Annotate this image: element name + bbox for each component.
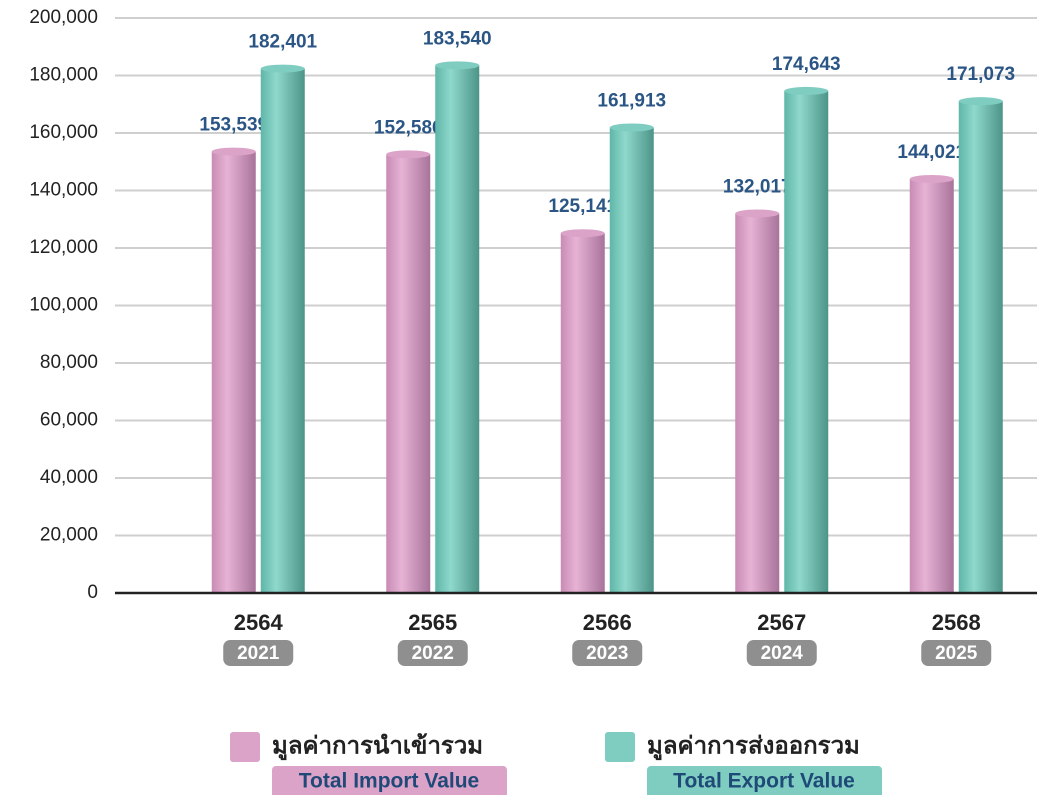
- value-label: 182,401: [248, 32, 317, 53]
- x-sublabel-box: [572, 640, 643, 666]
- y-tick-label: 200,000: [29, 7, 98, 28]
- bar: [735, 213, 780, 594]
- y-tick-label: 60,000: [40, 410, 98, 431]
- legend-swatch: [230, 732, 260, 762]
- value-label: 125,141: [548, 196, 617, 217]
- y-tick-label: 140,000: [29, 180, 98, 201]
- x-sublabel: 2022: [412, 643, 454, 664]
- x-sublabel-box: [921, 640, 992, 666]
- y-tick-label: 20,000: [40, 525, 98, 546]
- bar-cap: [958, 97, 1003, 106]
- value-label: 144,021: [897, 142, 966, 163]
- legend-sublabel-box: [647, 766, 882, 795]
- value-label: 152,586: [374, 117, 443, 138]
- bar-cap: [784, 86, 829, 95]
- x-tick-label: 2565: [408, 610, 457, 635]
- bar: [560, 233, 605, 594]
- legend-label: มูลค่าการส่งออกรวม: [647, 732, 860, 760]
- y-tick-label: 120,000: [29, 237, 98, 258]
- bar: [909, 178, 954, 593]
- bar: [609, 127, 654, 593]
- value-label: 183,540: [423, 28, 492, 49]
- y-tick-label: 100,000: [29, 295, 98, 316]
- legend-sublabel-box: [272, 766, 507, 795]
- bar: [260, 68, 305, 594]
- y-tick-label: 180,000: [29, 65, 98, 86]
- x-sublabel-box: [746, 640, 817, 666]
- bar-cap: [386, 150, 431, 159]
- bar-cap: [435, 61, 480, 70]
- x-sublabel: 2024: [761, 643, 804, 664]
- bar: [211, 151, 256, 593]
- bar-cap: [735, 209, 780, 218]
- x-sublabel-box: [223, 640, 294, 666]
- bar: [958, 101, 1003, 593]
- x-sublabel: 2023: [586, 643, 628, 664]
- y-tick-label: 0: [87, 582, 98, 603]
- x-tick-label: 2568: [932, 610, 981, 635]
- y-tick-label: 160,000: [29, 122, 98, 143]
- bar: [386, 154, 431, 593]
- x-tick-label: 2564: [234, 610, 284, 635]
- x-tick-label: 2567: [757, 610, 806, 635]
- y-tick-label: 40,000: [40, 467, 98, 488]
- y-tick-label: 80,000: [40, 352, 98, 373]
- x-sublabel: 2025: [935, 643, 978, 664]
- legend-swatch: [605, 732, 635, 762]
- bar-cap: [560, 229, 605, 238]
- bar-cap: [609, 123, 654, 132]
- value-label: 161,913: [597, 91, 666, 112]
- bar: [784, 90, 829, 594]
- bar-cap: [909, 174, 954, 183]
- value-label: 174,643: [772, 54, 841, 75]
- legend-label: มูลค่าการนำเข้ารวม: [272, 732, 483, 760]
- value-label: 132,017: [723, 176, 792, 197]
- bar-cap: [260, 64, 305, 73]
- x-sublabel: 2021: [237, 643, 280, 664]
- bar: [435, 65, 480, 593]
- legend-sublabel: Total Export Value: [673, 770, 855, 793]
- legend-sublabel: Total Import Value: [299, 770, 479, 793]
- x-tick-label: 2566: [583, 610, 632, 635]
- value-label: 171,073: [946, 64, 1015, 85]
- bar-cap: [211, 147, 256, 156]
- value-label: 153,539: [199, 115, 268, 136]
- x-sublabel-box: [397, 640, 468, 666]
